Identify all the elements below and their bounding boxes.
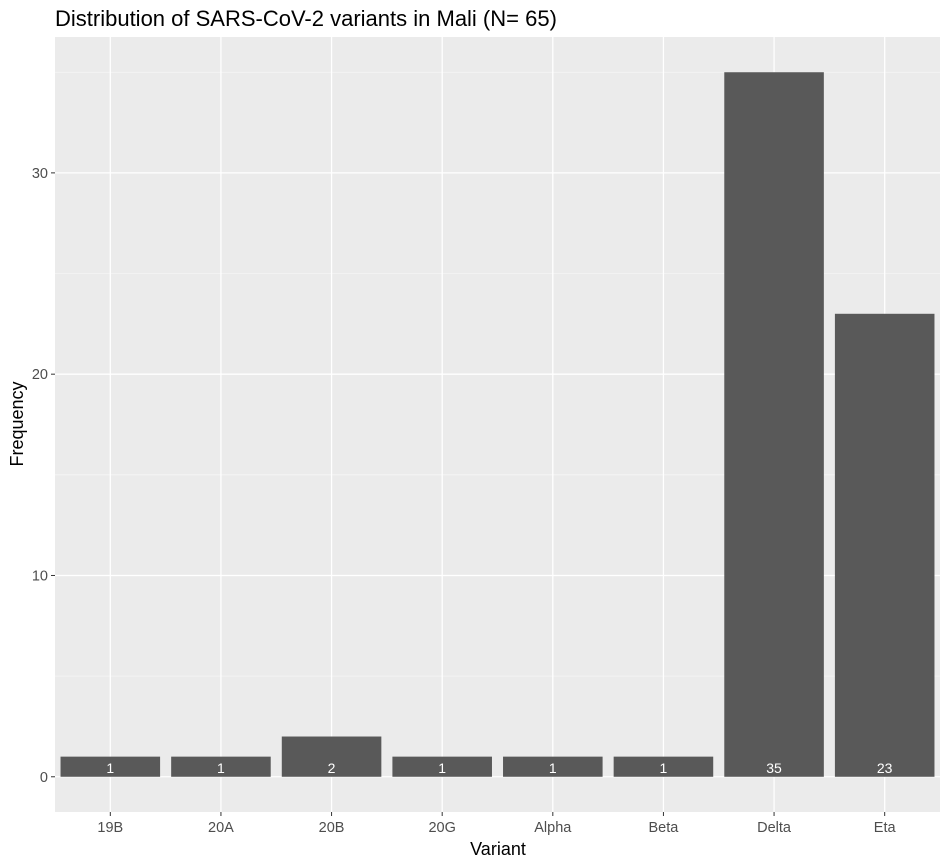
x-axis: 19B 20A 20B 20G Alpha Beta Delta Eta — [97, 812, 897, 836]
y-axis: 0 10 20 30 — [32, 166, 55, 786]
x-tick-label: 20G — [428, 820, 455, 836]
y-axis-title: Frequency — [7, 381, 27, 466]
data-label-delta: 35 — [766, 760, 782, 776]
x-tick-label: 20B — [319, 820, 345, 836]
y-tick-label: 30 — [32, 166, 48, 182]
chart-title: Distribution of SARS-CoV-2 variants in M… — [55, 6, 557, 31]
y-tick-label: 20 — [32, 367, 48, 383]
bar-19b — [60, 756, 161, 777]
x-tick-label: Delta — [757, 820, 792, 836]
x-tick-label: Beta — [649, 820, 680, 836]
bar-delta — [724, 72, 824, 777]
data-label-beta: 1 — [660, 760, 668, 776]
data-label-20b: 2 — [328, 760, 336, 776]
bar-20a — [171, 756, 271, 777]
data-label-19b: 1 — [106, 760, 114, 776]
y-tick-label: 0 — [40, 770, 48, 786]
bar-20b — [281, 736, 382, 777]
x-tick-label: 19B — [97, 820, 123, 836]
bar-beta — [613, 756, 714, 777]
bar-eta — [834, 313, 935, 777]
x-tick-label: 20A — [208, 820, 234, 836]
data-label-eta: 23 — [877, 760, 893, 776]
bar-20g — [392, 756, 492, 777]
x-axis-title: Variant — [470, 839, 526, 859]
y-tick-label: 10 — [32, 568, 48, 584]
x-tick-label: Eta — [874, 820, 897, 836]
x-tick-label: Alpha — [534, 820, 572, 836]
data-label-20g: 1 — [438, 760, 446, 776]
bars — [60, 72, 935, 777]
data-labels: 1 1 2 1 1 1 35 23 — [106, 760, 892, 776]
data-label-20a: 1 — [217, 760, 225, 776]
bar-alpha — [503, 756, 603, 777]
data-label-alpha: 1 — [549, 760, 557, 776]
